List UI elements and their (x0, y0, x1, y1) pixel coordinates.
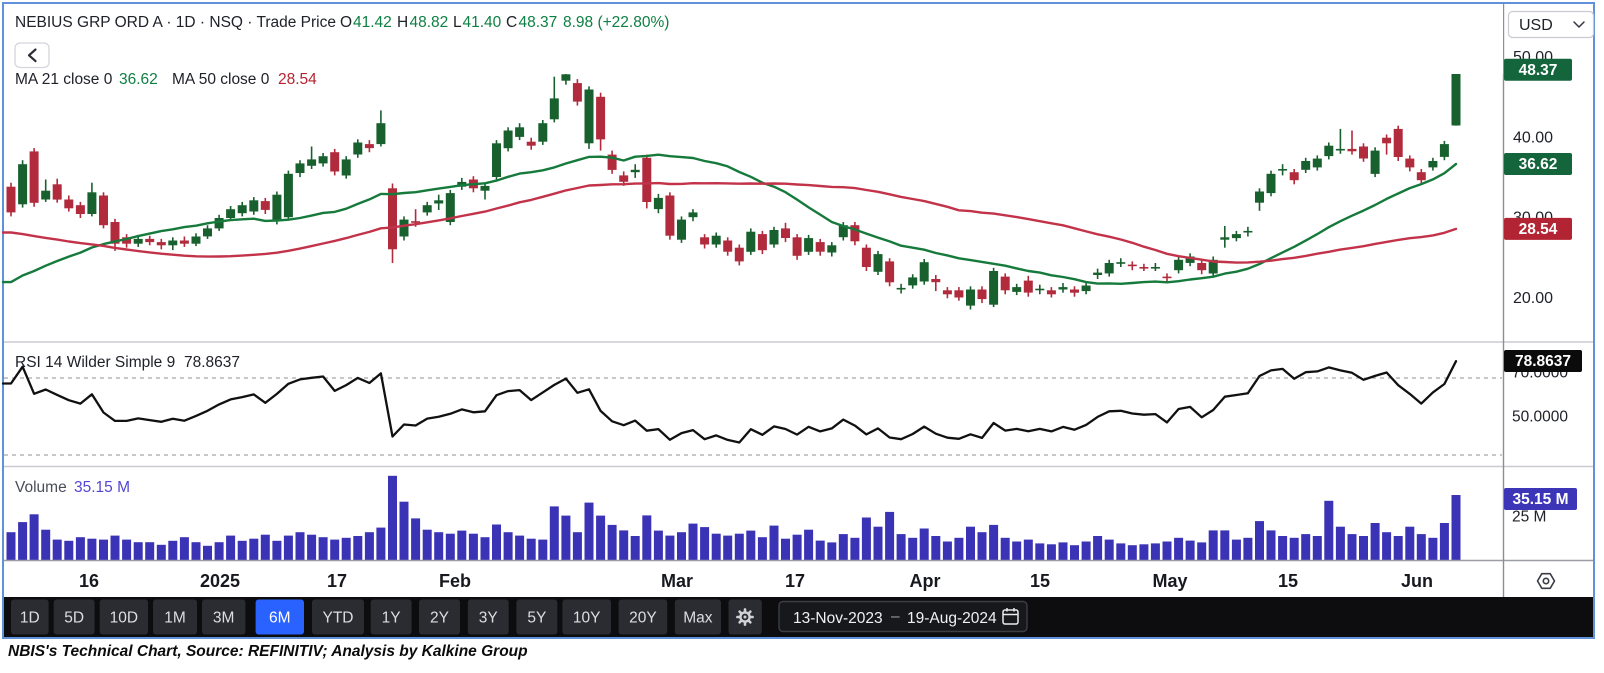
svg-text:MA 50 close 0: MA 50 close 0 (172, 71, 270, 88)
svg-text:NBIS's Technical Chart, Source: NBIS's Technical Chart, Source: REFINITI… (8, 643, 528, 660)
svg-text:16: 16 (79, 571, 99, 591)
svg-text:20.00: 20.00 (1513, 290, 1553, 307)
svg-text:NEBIUS GRP ORD A · 1D · NSQ ·: NEBIUS GRP ORD A · 1D · NSQ · Trade Pric… (15, 14, 336, 31)
svg-text:MA 21 close 0: MA 21 close 0 (15, 71, 113, 88)
svg-text:Jun: Jun (1401, 571, 1433, 591)
svg-text:6M: 6M (269, 610, 291, 627)
svg-text:48.82: 48.82 (410, 14, 449, 31)
svg-text:48.37: 48.37 (519, 14, 558, 31)
svg-text:USD: USD (1519, 17, 1553, 34)
svg-text:17: 17 (785, 571, 805, 591)
svg-text:19-Aug-2024: 19-Aug-2024 (907, 610, 997, 627)
svg-text:15: 15 (1278, 571, 1298, 591)
svg-text:5Y: 5Y (527, 610, 546, 627)
svg-text:RSI 14 Wilder Simple 9: RSI 14 Wilder Simple 9 (15, 354, 175, 371)
svg-text:–: – (891, 608, 900, 625)
svg-text:1D: 1D (20, 610, 40, 627)
svg-text:5D: 5D (64, 610, 84, 627)
svg-text:13-Nov-2023: 13-Nov-2023 (793, 610, 883, 627)
svg-text:3Y: 3Y (479, 610, 498, 627)
svg-text:48.37: 48.37 (1519, 62, 1558, 79)
svg-text:2025: 2025 (200, 571, 240, 591)
svg-text:25 M: 25 M (1512, 509, 1546, 526)
svg-text:20Y: 20Y (629, 610, 657, 627)
svg-text:Volume: Volume (15, 479, 67, 496)
svg-text:10D: 10D (110, 610, 138, 627)
svg-text:C: C (506, 14, 517, 31)
svg-text:Apr: Apr (910, 571, 941, 591)
svg-text:36.62: 36.62 (1519, 156, 1558, 173)
svg-text:35.15 M: 35.15 M (74, 479, 130, 496)
svg-text:78.8637: 78.8637 (1515, 353, 1571, 370)
svg-text:O: O (340, 14, 352, 31)
svg-text:8.98 (+22.80%): 8.98 (+22.80%) (563, 14, 669, 31)
svg-text:36.62: 36.62 (119, 71, 158, 88)
svg-text:17: 17 (327, 571, 347, 591)
svg-text:Feb: Feb (439, 571, 471, 591)
svg-text:41.40: 41.40 (463, 14, 502, 31)
svg-text:40.00: 40.00 (1513, 129, 1553, 146)
svg-text:L: L (453, 14, 462, 31)
svg-text:2Y: 2Y (430, 610, 449, 627)
svg-text:28.54: 28.54 (278, 71, 317, 88)
svg-text:H: H (397, 14, 408, 31)
svg-text:1Y: 1Y (382, 610, 401, 627)
svg-text:Mar: Mar (661, 571, 693, 591)
svg-text:78.8637: 78.8637 (184, 354, 240, 371)
svg-text:10Y: 10Y (573, 610, 601, 627)
svg-text:Max: Max (683, 610, 713, 627)
svg-text:YTD: YTD (323, 610, 354, 627)
svg-text:41.42: 41.42 (353, 14, 392, 31)
svg-text:1M: 1M (164, 610, 186, 627)
svg-text:35.15 M: 35.15 M (1512, 491, 1568, 508)
svg-text:May: May (1152, 571, 1187, 591)
svg-text:28.54: 28.54 (1519, 221, 1558, 238)
svg-text:15: 15 (1030, 571, 1050, 591)
svg-text:3M: 3M (213, 610, 235, 627)
svg-text:50.0000: 50.0000 (1512, 409, 1568, 426)
